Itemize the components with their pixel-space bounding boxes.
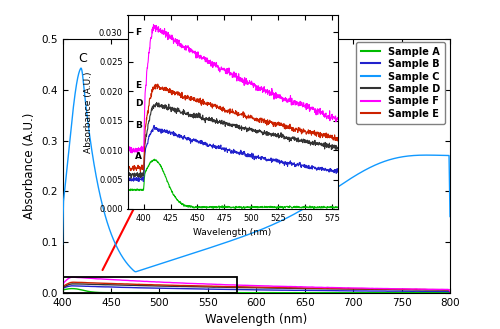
Y-axis label: Absorbance (A.U.): Absorbance (A.U.) [84,71,94,153]
Text: F: F [135,28,141,38]
Legend: Sample A, Sample B, Sample C, Sample D, Sample F, Sample E: Sample A, Sample B, Sample C, Sample D, … [356,42,445,124]
X-axis label: Wavelength (nm): Wavelength (nm) [194,228,272,237]
Text: E: E [135,81,141,90]
Text: A: A [135,152,142,161]
Text: D: D [135,99,142,108]
Text: C: C [78,52,87,65]
Bar [62,277,237,293]
X-axis label: Wavelength (nm): Wavelength (nm) [205,313,308,326]
Y-axis label: Absorbance (A.U.): Absorbance (A.U.) [22,113,36,219]
Text: B: B [135,121,142,130]
